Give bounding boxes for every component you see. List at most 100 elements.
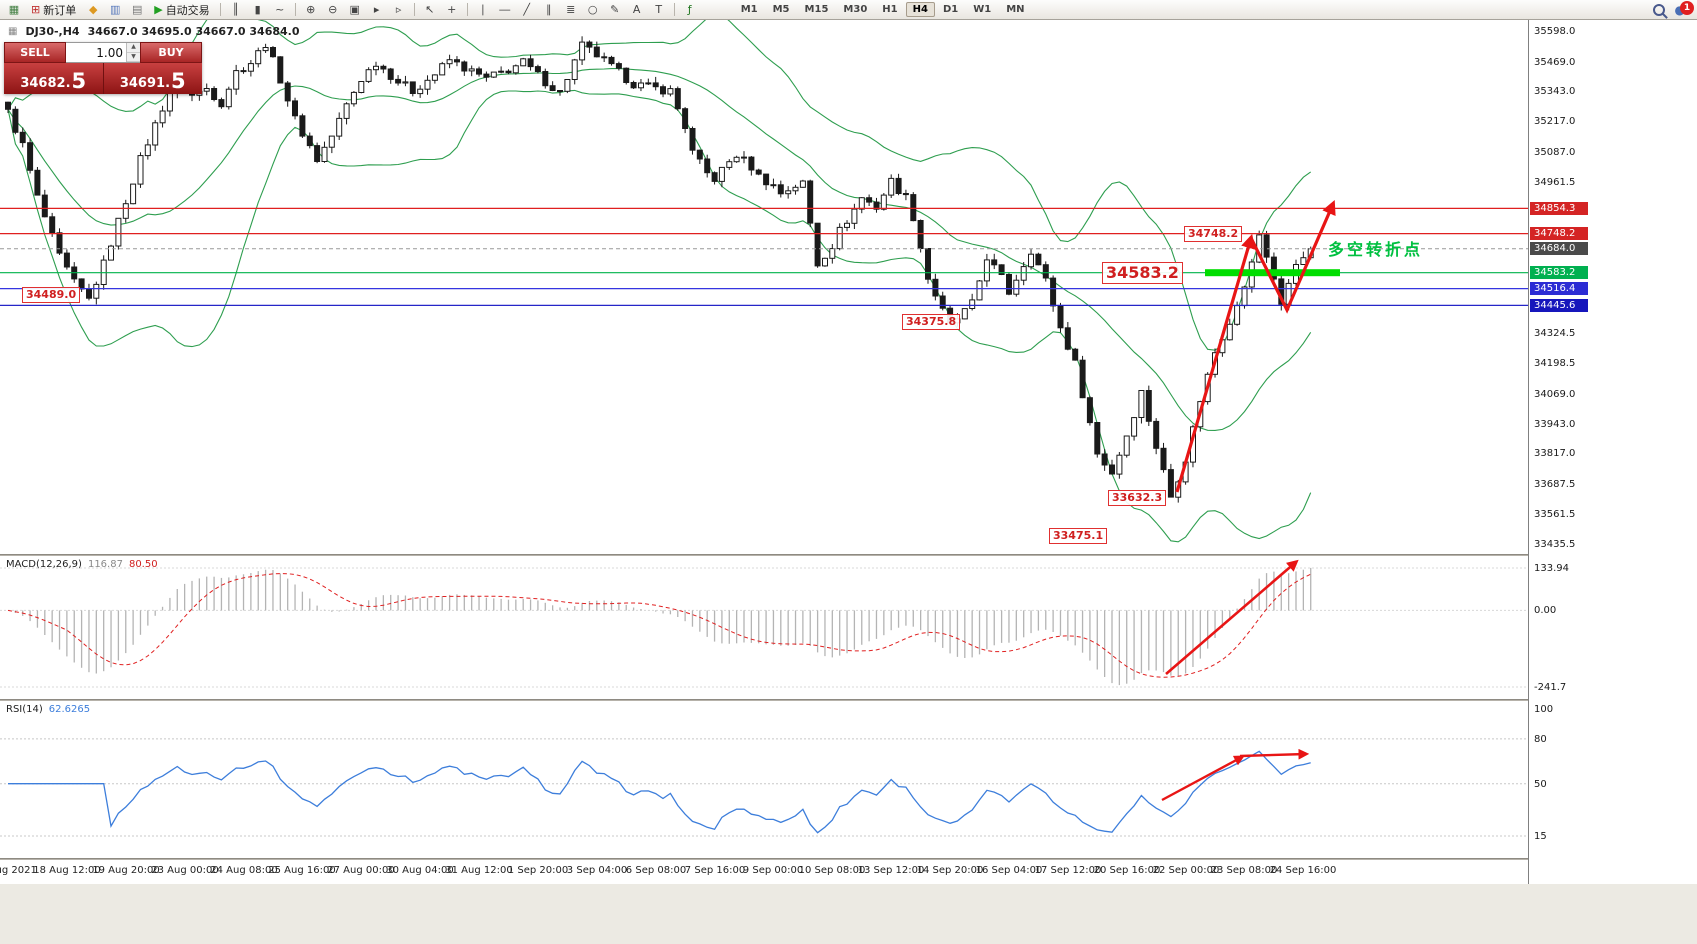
macd-label: MACD(12,26,9) 116.87 80.50 [6,559,158,570]
price-tag: 34684.0 [1530,242,1588,255]
rsi-panel[interactable]: RSI(14) 62.6265 [0,701,1528,858]
chart-ohlc: 34667.0 34695.0 34667.0 34684.0 [87,25,300,38]
toolbar-separator [219,3,221,16]
indicators-icon: ƒ [687,3,692,16]
tile-windows-button[interactable]: ▣ [345,1,365,18]
macd-panel[interactable]: MACD(12,26,9) 116.87 80.50 [0,556,1528,699]
autotrading-button[interactable]: ▶ 自动交易 [149,1,214,18]
trendline-tool-icon: ╱ [523,3,530,16]
profiles-button[interactable]: ◆ [83,1,103,18]
new-order-button[interactable]: ⊞ 新订单 [26,1,81,18]
timeframe-mn[interactable]: MN [1006,4,1025,15]
rsi-tick: 50 [1534,779,1547,790]
volume-up-icon[interactable]: ▲ [127,43,140,53]
volume-spinner: ▲ ▼ [126,43,140,62]
time-label: 24 Aug 08:00 [210,865,278,876]
sell-price-main: 34682. [20,76,71,91]
sell-price[interactable]: 34682. 5 [4,63,103,94]
timeframe-w1[interactable]: W1 [973,4,992,15]
channel-tool-button[interactable]: ∥ [539,1,559,18]
auto-scroll-button[interactable]: ▸ [367,1,387,18]
volume-field[interactable]: 1.00 ▲ ▼ [66,42,140,63]
toolbar-separator [466,3,468,16]
time-label: 3 Sep 04:00 [566,865,628,876]
zoom-in-button[interactable]: ⊕ [301,1,321,18]
timeframe-d1[interactable]: D1 [942,4,959,15]
price-tick: 33435.5 [1534,539,1576,550]
price-tag: 34583.2 [1530,266,1588,279]
new-order-icon: ⊞ [31,3,41,16]
one-click-trading-panel: SELL 1.00 ▲ ▼ BUY 34682. 5 34691. 5 [4,42,202,94]
text-tool-icon: A [632,3,641,16]
panel-separator[interactable] [0,858,1697,860]
trendline-tool-button[interactable]: ╱ [517,1,537,18]
hline-tool-button[interactable]: ― [495,1,515,18]
cursor-tool-button[interactable]: ↖ [420,1,440,18]
new-order-label: 新订单 [43,3,77,17]
macd-signal-value: 80.50 [128,559,158,570]
notifications-icon[interactable]: ●1 [1675,0,1694,16]
timeframe-m15[interactable]: M15 [804,4,829,15]
indicators-button[interactable]: ƒ [680,1,700,18]
chart-shift-button[interactable]: ▹ [389,1,409,18]
rsi-trend-arrow [1239,748,1310,760]
text-tool-button[interactable]: A [627,1,647,18]
new-chart-button[interactable]: ▦ [4,1,24,18]
price-axis[interactable]: 35598.0 35469.0 35343.0 35217.0 35087.0 34961… [1528,20,1697,884]
timeframe-m5[interactable]: M5 [772,4,790,15]
bottom-filler [0,884,1697,944]
panel-separator[interactable] [0,699,1697,701]
market-watch-button[interactable]: ▥ [105,1,125,18]
data-window-icon: ▤ [132,3,143,16]
rsi-canvas[interactable] [0,701,1528,858]
main-chart-canvas[interactable] [0,8,1528,554]
chart-icon: ▦ [8,26,18,37]
timeframe-h4[interactable]: H4 [905,2,935,17]
new-chart-icon: ▦ [8,3,20,16]
buy-button[interactable]: BUY [140,42,202,63]
timeframe-m1[interactable]: M1 [740,4,758,15]
macd-tick: 133.94 [1534,563,1569,574]
zoom-out-button[interactable]: ⊖ [323,1,343,18]
price-tick: 34324.5 [1534,328,1576,339]
main-chart-panel[interactable]: ▦ DJ30-,H4 34667.0 34695.0 34667.0 34684… [0,8,1528,554]
macd-canvas[interactable] [0,556,1528,699]
crosshair-tool-button[interactable]: + [442,1,462,18]
fibonacci-tool-button[interactable]: ≣ [561,1,581,18]
buy-price[interactable]: 34691. 5 [102,63,202,94]
volume-value[interactable]: 1.00 [96,46,123,60]
price-tag: 34516.4 [1530,282,1588,295]
sell-button[interactable]: SELL [4,42,66,63]
time-label: 20 Sep 16:00 [1093,865,1161,876]
price-tick: 35343.0 [1534,86,1576,97]
time-label: 25 Aug 16:00 [268,865,336,876]
rsi-tick: 15 [1534,831,1547,842]
rsi-line [8,750,1311,834]
arrows-tool-button[interactable]: ✎ [605,1,625,18]
volume-down-icon[interactable]: ▼ [127,52,140,62]
timeframe-h1[interactable]: H1 [882,4,898,15]
bollinger-bands [7,8,1312,543]
tile-windows-icon: ▣ [349,3,360,16]
line-type-button[interactable]: ~ [270,1,290,18]
line-type-icon: ~ [275,3,285,16]
vline-tool-button[interactable]: ∣ [473,1,493,18]
candles-type-button[interactable]: ▮ [248,1,268,18]
search-icon[interactable] [1652,3,1665,16]
toolbar-separator [413,3,415,16]
toolbar-separator [673,3,675,16]
price-tick: 33561.5 [1534,509,1576,520]
autotrading-label: 自动交易 [165,3,210,17]
textlabel-tool-button[interactable]: T [649,1,669,18]
data-window-button[interactable]: ▤ [127,1,147,18]
panel-separator[interactable] [0,554,1697,556]
shapes-tool-button[interactable]: ○ [583,1,603,18]
price-tag: 34748.2 [1530,227,1588,240]
horizontal-lines [0,207,1528,306]
buy-price-main: 34691. [119,76,171,91]
timeframe-m30[interactable]: M30 [843,4,868,15]
bars-type-button[interactable]: ║ [226,1,246,18]
macd-trend-arrow [1165,559,1299,675]
